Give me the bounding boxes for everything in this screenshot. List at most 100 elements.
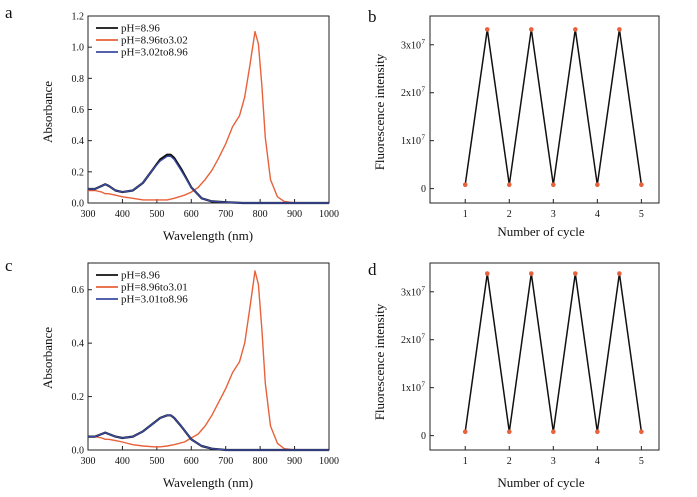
series-line-1 — [88, 270, 329, 451]
data-point — [595, 429, 600, 435]
y-tick-label: 1x10 — [401, 383, 421, 394]
x-tick-label: 5 — [639, 209, 644, 220]
x-tick-label: 1 — [463, 456, 468, 467]
legend-label: pH=3.02to8.96 — [121, 47, 188, 59]
legend-label: pH=8.96 — [121, 270, 160, 282]
x-tick-label: 600 — [184, 456, 199, 467]
x-tick-label: 3 — [551, 209, 556, 220]
y-tick-label: 0.6 — [72, 105, 85, 116]
y-tick-label: 1x10 — [401, 136, 421, 147]
legend-label: pH=8.96to3.02 — [121, 35, 188, 47]
data-point — [595, 182, 600, 188]
x-tick-label: 700 — [218, 456, 233, 467]
y-tick-label: 3x10 — [401, 287, 421, 298]
x-tick-label: 800 — [253, 209, 268, 220]
x-tick-label: 1000 — [319, 209, 339, 220]
x-tick-label: 2 — [507, 456, 512, 467]
y-tick-label: 1.0 — [72, 43, 85, 54]
plot-frame — [429, 15, 660, 204]
y-tick-exponent: 7 — [422, 86, 426, 94]
panel-letter-c: c — [5, 256, 13, 275]
y-tick-exponent: 7 — [422, 38, 426, 46]
x-tick-label: 300 — [81, 456, 96, 467]
x-tick-label: 900 — [287, 209, 302, 220]
y-tick-label: 0 — [421, 431, 426, 442]
x-tick-label: 1 — [463, 209, 468, 220]
y-tick-label: 0.4 — [72, 339, 85, 350]
plot-frame — [87, 262, 330, 451]
y-tick-exponent: 7 — [422, 333, 426, 341]
legend-label: pH=8.96 — [121, 23, 160, 35]
x-tick-label: 900 — [287, 456, 302, 467]
x-tick-label: 2 — [507, 209, 512, 220]
x-tick-label: 3 — [551, 456, 556, 467]
data-point — [484, 27, 490, 32]
y-tick-label: 0.8 — [72, 74, 85, 85]
data-point — [639, 429, 644, 435]
cycle-line — [464, 29, 643, 185]
y-tick-label: 0.2 — [72, 167, 85, 178]
data-point — [484, 271, 490, 276]
y-tick-exponent: 7 — [422, 134, 426, 142]
data-point — [462, 429, 468, 435]
data-point — [617, 27, 622, 32]
x-tick-label: 1000 — [319, 456, 339, 467]
panel-letter-a: a — [5, 3, 13, 22]
y-tick-label: 3x10 — [401, 40, 421, 51]
x-tick-label: 500 — [149, 456, 164, 467]
y-tick-label: 2x10 — [401, 88, 421, 99]
x-tick-label: 300 — [81, 209, 96, 220]
x-tick-label: 4 — [595, 209, 600, 220]
y-axis-label: Fluorescence intensity — [372, 53, 387, 170]
y-tick-label: 0.4 — [72, 136, 85, 147]
series-line-2 — [88, 155, 329, 204]
data-point — [639, 182, 644, 188]
y-tick-label: 0 — [421, 184, 426, 195]
x-tick-label: 800 — [253, 456, 268, 467]
data-point — [573, 271, 578, 276]
series-line-2 — [88, 414, 329, 451]
x-tick-label: 400 — [115, 456, 130, 467]
panel-letter-d: d — [368, 260, 377, 279]
data-point — [551, 182, 556, 188]
y-axis-label: Absorbance — [40, 81, 55, 143]
series-line-1 — [88, 30, 329, 204]
x-tick-label: 700 — [218, 209, 233, 220]
x-axis-label: Wavelength (nm) — [163, 228, 253, 243]
y-tick-label: 0.0 — [72, 446, 85, 457]
data-point — [462, 182, 468, 188]
y-axis-label: Fluorescence intensity — [372, 303, 387, 420]
y-tick-label: 0.0 — [72, 199, 85, 210]
data-point — [528, 27, 534, 32]
data-point — [617, 271, 622, 276]
data-point — [551, 429, 556, 435]
x-tick-label: 5 — [639, 456, 644, 467]
legend-label: pH=8.96to3.01 — [121, 282, 188, 294]
x-axis-label: Number of cycle — [497, 224, 585, 239]
data-point — [506, 429, 512, 435]
y-tick-exponent: 7 — [422, 285, 426, 293]
y-axis-label: Absorbance — [40, 327, 55, 389]
x-axis-label: Wavelength (nm) — [163, 475, 253, 490]
data-point — [506, 182, 512, 188]
x-tick-label: 500 — [149, 209, 164, 220]
data-point — [528, 271, 534, 276]
x-tick-label: 4 — [595, 456, 600, 467]
x-tick-label: 400 — [115, 209, 130, 220]
series-line-0 — [88, 153, 329, 205]
panel-a: a 300 400 500 600 700 800 900 1000 0.0 0.2 0.4 0.6 0… — [5, 3, 339, 243]
y-tick-label: 0.2 — [72, 392, 85, 403]
y-tick-label: 2x10 — [401, 335, 421, 346]
data-point — [573, 27, 578, 32]
panel-c: c 300 400 500 600 700 800 900 1000 0.0 0.2 0.4 0.6 p… — [5, 256, 339, 490]
y-tick-exponent: 7 — [422, 381, 426, 389]
panel-letter-b: b — [368, 7, 377, 26]
plot-frame — [429, 262, 660, 451]
cycle-line — [464, 273, 643, 432]
x-axis-label: Number of cycle — [497, 475, 585, 490]
x-tick-label: 600 — [184, 209, 199, 220]
y-tick-label: 1.2 — [72, 12, 85, 23]
